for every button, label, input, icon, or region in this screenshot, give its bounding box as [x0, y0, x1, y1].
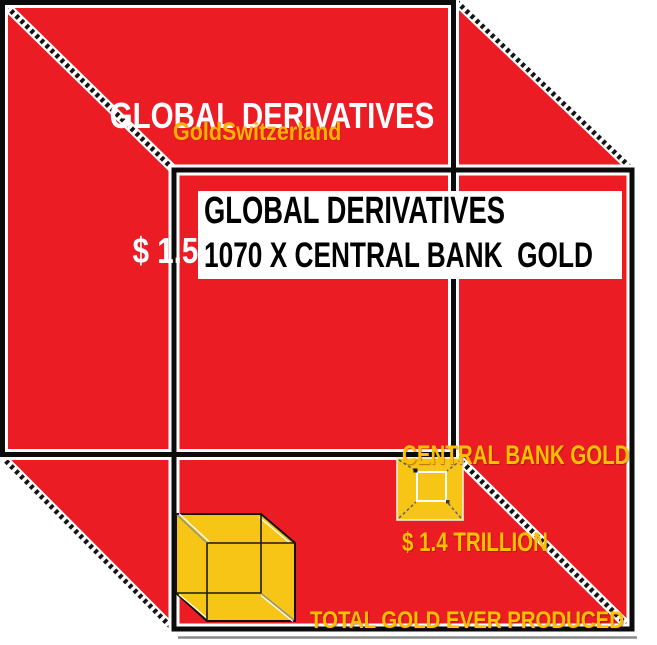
central-bank-gold-label: CENTRAL BANK GOLD $ 1.4 TRILLION [402, 383, 630, 615]
hatched-edge-top-right [454, 0, 634, 171]
cube-highlight [178, 594, 209, 620]
callout-line2: 1070 X CENTRAL BANK GOLD [204, 236, 593, 275]
total-gold-cube-front-edges [206, 542, 295, 621]
derivatives-cube-front-face [171, 167, 635, 632]
cube-highlight [260, 595, 294, 622]
hatched-edges [0, 0, 634, 631]
total-gold-label-line1: TOTAL GOLD EVER PRODUCED [310, 607, 624, 634]
cube-corner-dot [413, 468, 418, 473]
cube-corner-dot [446, 500, 450, 504]
central-bank-gold-label-line1: CENTRAL BANK GOLD [402, 440, 630, 470]
hatched-edge-bottom-left [0, 454, 175, 631]
central-bank-gold-cube-inner-face [416, 471, 447, 502]
central-bank-gold-cube-edges [398, 459, 462, 519]
watermark: GoldSwitzerland [173, 118, 342, 146]
main-title: GLOBAL DERIVATIVES $ 1.5 QUADRILLION [92, 3, 453, 363]
main-title-line1: GLOBAL DERIVATIVES [109, 95, 435, 136]
total-gold-cube [175, 513, 296, 622]
cube-highlight [258, 516, 292, 545]
central-bank-gold-cube [396, 457, 464, 521]
central-bank-gold-label-line2: $ 1.4 TRILLION [402, 527, 548, 557]
total-gold-cube-back-edges [176, 514, 262, 594]
cube-highlight [178, 513, 210, 542]
hatched-edge-bottom-right [454, 454, 633, 631]
hatched-edge-top-left [0, 0, 174, 170]
total-gold-cube-diagonal [176, 514, 207, 543]
total-gold-label: TOTAL GOLD EVER PRODUCED $ 7 TRILLION [310, 543, 624, 645]
callout-box: GLOBAL DERIVATIVES 1070 X CENTRAL BANK G… [198, 191, 622, 279]
total-gold-cube-diagonal [261, 593, 295, 621]
callout-line1: GLOBAL DERIVATIVES [204, 190, 505, 232]
